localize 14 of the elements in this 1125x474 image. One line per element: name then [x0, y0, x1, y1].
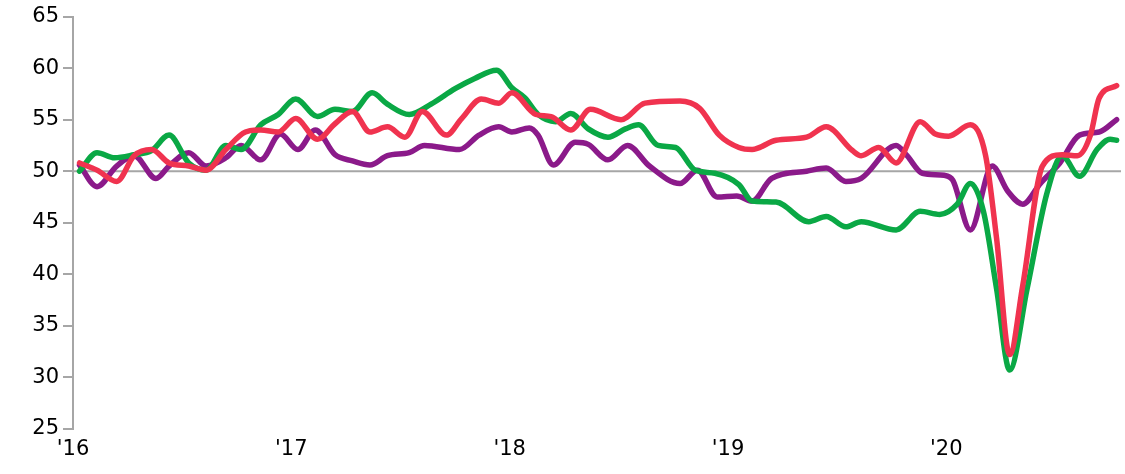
- y-tick-label: 60: [32, 54, 59, 79]
- x-tick-label: '18: [493, 435, 526, 460]
- y-tick-label: 40: [32, 260, 59, 285]
- x-tick-label: '16: [56, 435, 90, 460]
- y-tick-label: 50: [32, 157, 59, 182]
- y-tick-label: 35: [32, 312, 59, 337]
- y-tick-label: 45: [32, 209, 59, 234]
- y-tick-label: 30: [32, 363, 59, 388]
- y-tick-label: 65: [32, 3, 59, 28]
- x-tick-label: '17: [275, 435, 308, 460]
- x-tick-label: '20: [930, 435, 963, 460]
- y-tick-label: 55: [32, 106, 59, 131]
- x-tick-label: '19: [711, 435, 745, 460]
- y-tick-label: 25: [32, 415, 59, 440]
